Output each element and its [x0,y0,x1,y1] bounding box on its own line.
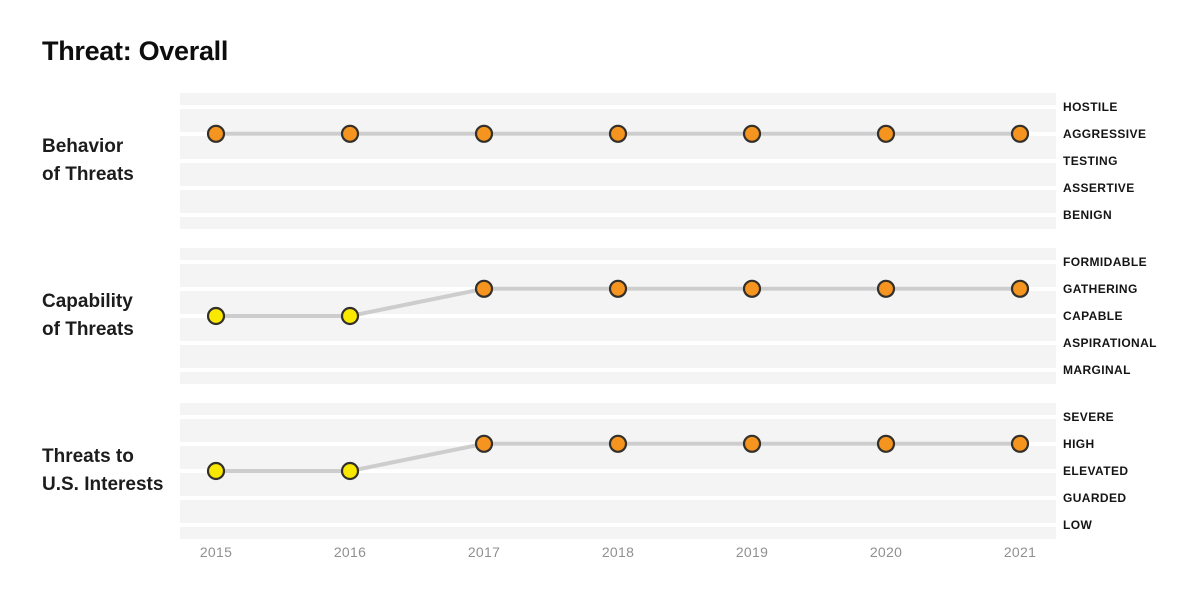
data-point [876,124,896,143]
row-label-line: Threats to [42,445,134,467]
gridline [180,104,1056,109]
level-label: ASSERTIVE [1063,181,1135,196]
chart-row: Threats to U.S. Interests SEVERE HIGH ELEVA… [0,403,1200,539]
chart-panel [180,248,1056,384]
data-point [474,279,494,298]
row-label: Capability of Threats [42,248,192,384]
level-labels: FORMIDABLE GATHERING CAPABLE ASPIRATIONAL MA… [1063,248,1200,384]
gridline [180,213,1056,218]
row-label-line: U.S. Interests [42,474,164,495]
chart-row: Capability of Threats FORMIDABLE GATHERING… [0,248,1200,384]
level-label: BENIGN [1063,208,1113,223]
x-axis-label: 2018 [601,544,635,560]
data-point [876,434,896,453]
data-point [742,124,762,143]
data-point [340,461,360,481]
chart-panel [180,403,1056,539]
chart-title: Threat: Overall [42,36,229,66]
data-point [474,124,494,143]
data-point [474,434,494,453]
gridline [180,368,1056,373]
level-label: ASPIRATIONAL [1063,336,1157,351]
gridline [180,414,1056,419]
row-label: Threats to U.S. Interests [42,403,192,539]
row-label: Behavior of Threats [42,93,192,229]
row-label-line: Capability [42,290,133,312]
gridline [180,186,1056,191]
level-label: ELEVATED [1063,464,1129,478]
data-point [206,306,226,326]
gridline [180,159,1056,163]
data-point [206,124,226,143]
level-label: GUARDED [1063,491,1127,506]
level-label: GATHERING [1063,281,1138,296]
data-point [206,461,226,481]
data-point [608,279,628,298]
gridline [180,469,1056,473]
level-label: TESTING [1063,154,1118,168]
chart-panel [180,93,1056,229]
x-axis-label: 2015 [199,544,233,560]
x-axis: 2015 2016 2017 2018 2019 2020 2021 [0,544,1200,566]
trend-line-svg [206,434,1030,481]
gridline [180,523,1056,528]
data-point [742,279,762,298]
data-point [1010,434,1030,453]
level-label: AGGRESSIVE [1063,126,1147,141]
level-label: FORMIDABLE [1063,254,1147,269]
level-label: HIGH [1063,436,1095,451]
level-labels: SEVERE HIGH ELEVATED GUARDED LOW [1063,403,1200,539]
x-axis-label: 2021 [1003,544,1037,560]
x-axis-label: 2016 [333,544,367,560]
level-label: SEVERE [1063,409,1115,424]
data-point [742,434,762,453]
level-label: CAPABLE [1063,309,1123,323]
gridline [180,314,1056,318]
chart-row: Behavior of Threats HOSTILE AGGRESSIVE TEST… [0,93,1200,229]
data-point [1010,124,1030,143]
level-label: LOW [1063,518,1093,533]
data-point [1010,279,1030,298]
data-point [608,434,628,453]
level-labels: HOSTILE AGGRESSIVE TESTING ASSERTIVE BENIGN [1063,93,1200,229]
row-label-line: Behavior [42,135,124,157]
trend-line-svg [206,279,1030,326]
x-axis-label: 2017 [467,544,501,560]
x-axis-label: 2020 [869,544,903,560]
data-point [608,124,628,143]
trend-line-svg [206,124,1030,143]
gridline [180,496,1056,501]
data-point [340,306,360,326]
row-label-line: of Threats [42,319,134,340]
data-point [340,124,360,143]
row-label-line: of Threats [42,164,134,185]
data-point [876,279,896,298]
gridline [180,341,1056,346]
level-label: MARGINAL [1063,363,1131,378]
gridline [180,259,1056,264]
x-axis-label: 2019 [735,544,769,560]
level-label: HOSTILE [1063,99,1118,114]
